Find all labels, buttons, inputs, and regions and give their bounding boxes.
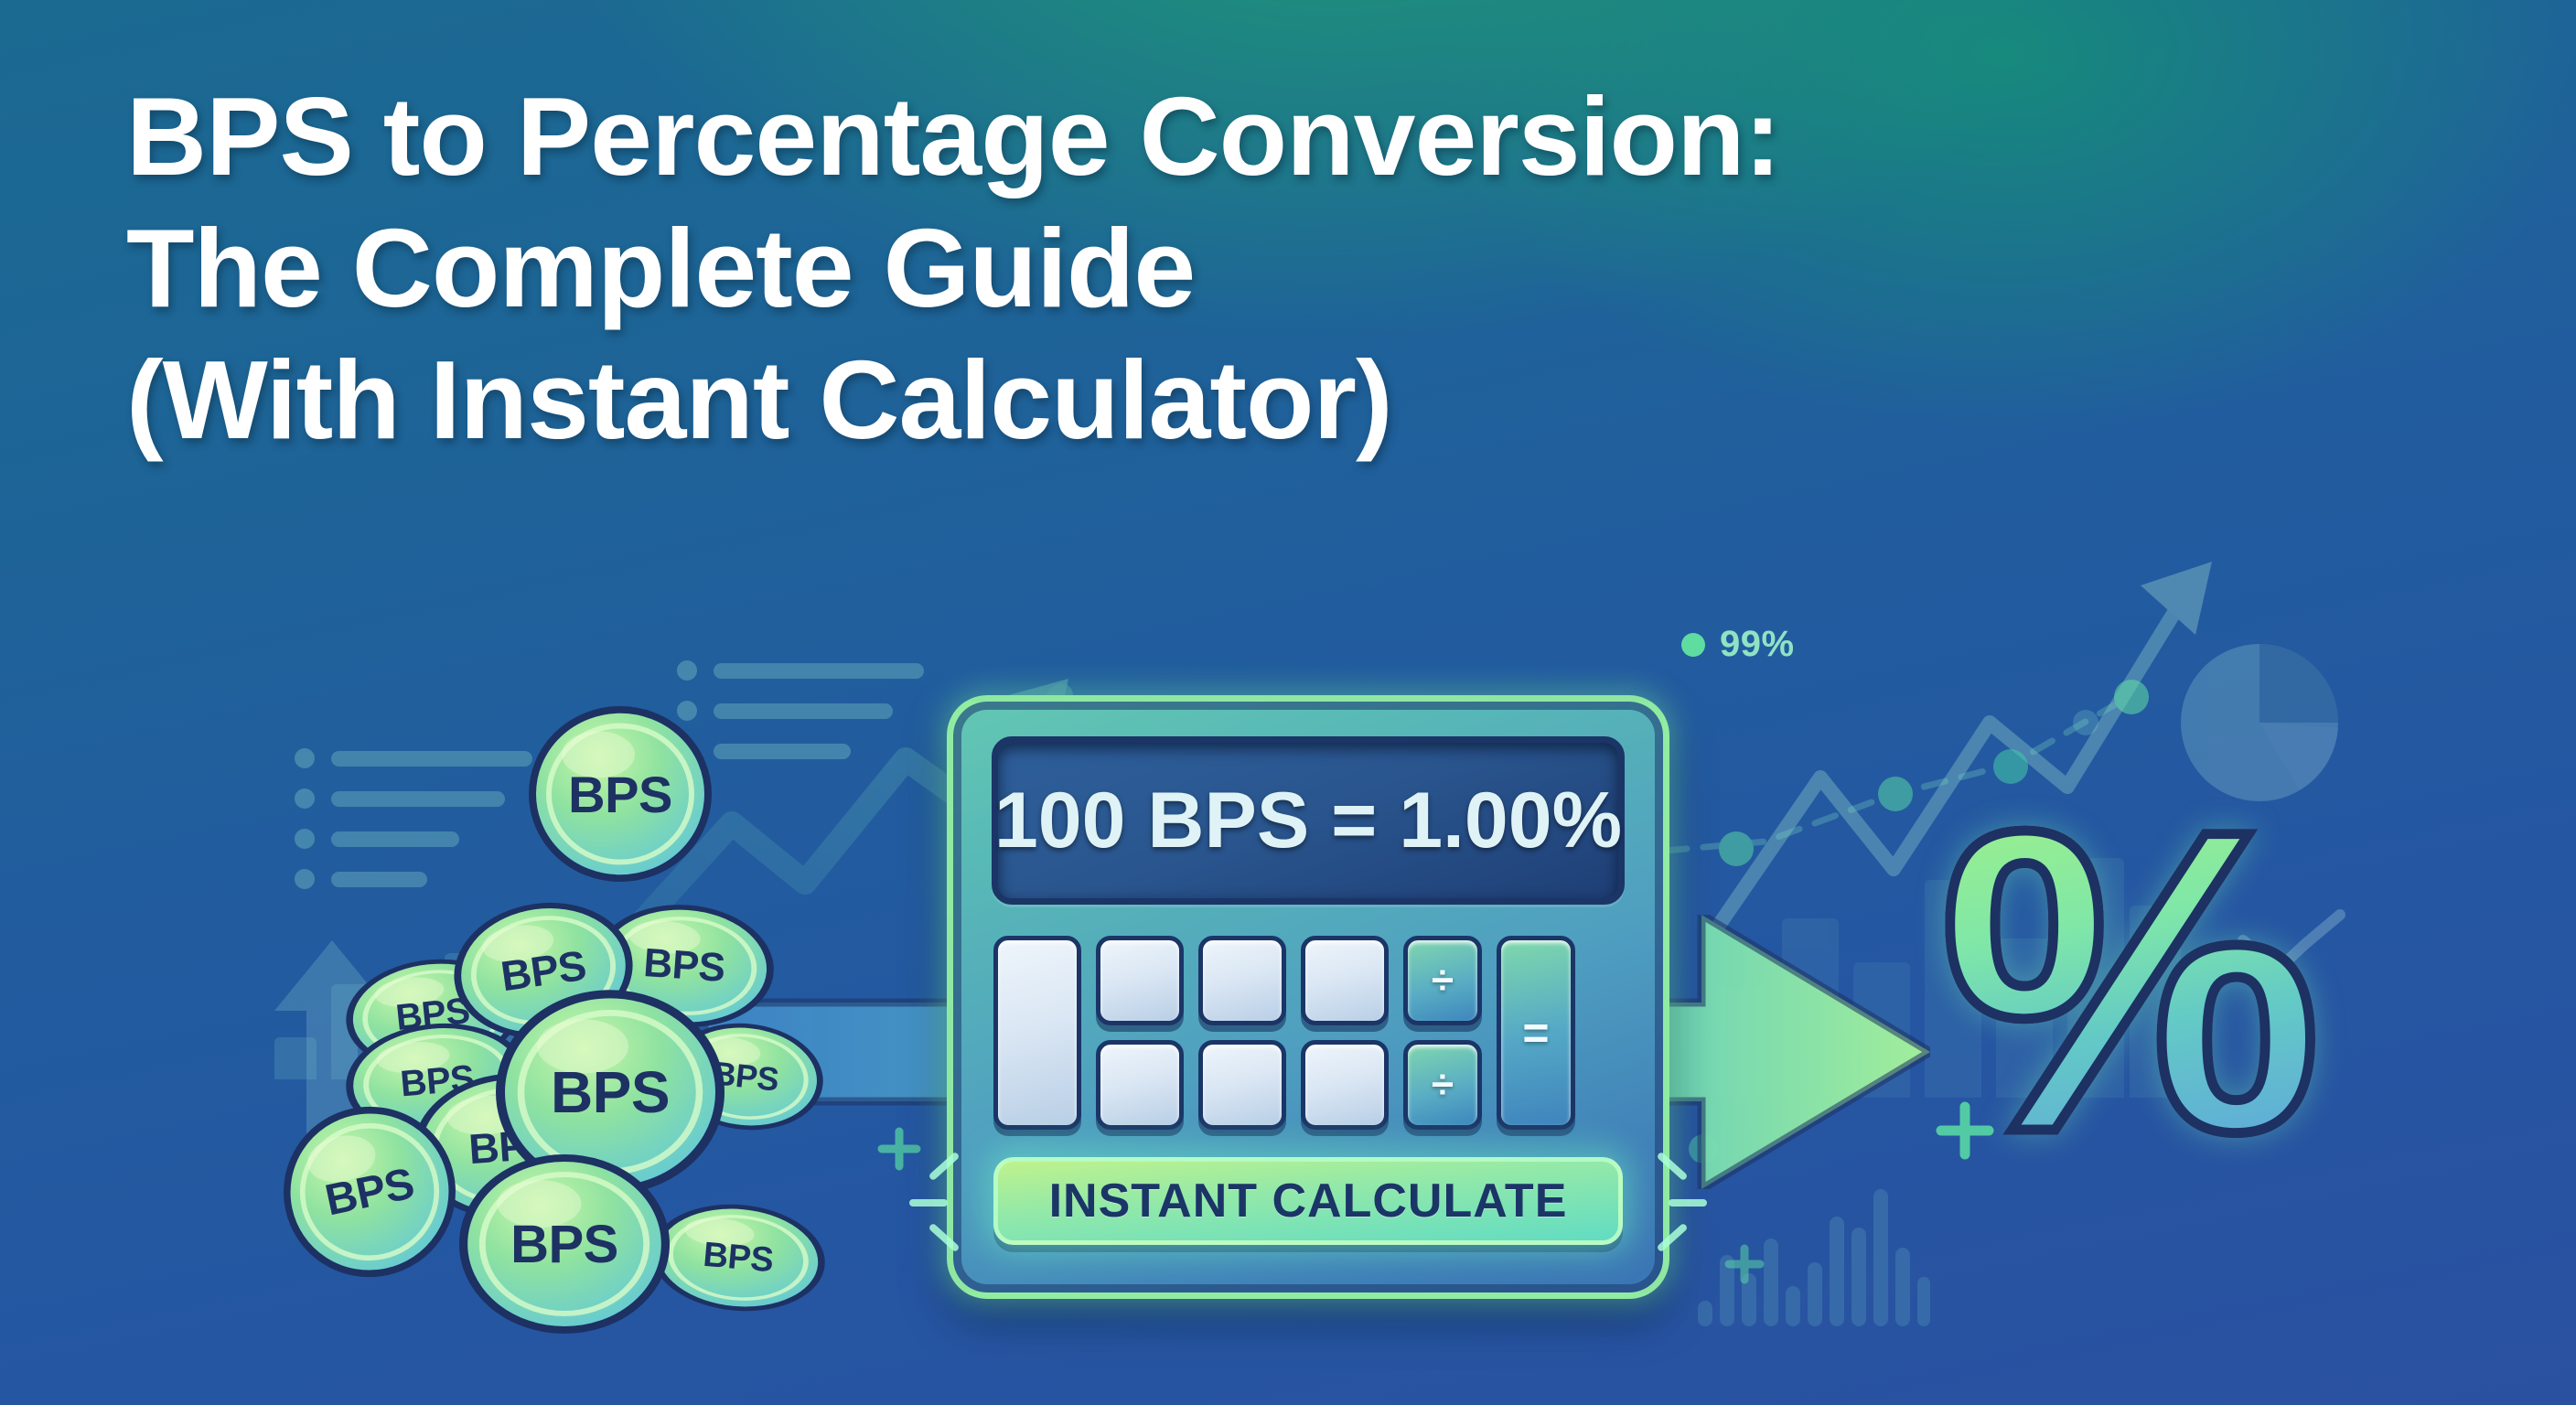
bps-coin-label: BPS [550,1059,671,1125]
bps-coin: BPS [459,1153,670,1335]
title-line-2: The Complete Guide [126,206,1196,330]
keypad-column-operators: ÷ ÷ [1403,936,1482,1130]
keypad-column-equals: = [1497,936,1575,1130]
bps-coin-label: BPS [702,1235,776,1280]
stat-dot-icon [1681,632,1705,657]
divide-key-bottom[interactable]: ÷ [1403,1040,1482,1130]
percent-symbol-graphic: % [1935,741,2327,1221]
blank-key-2[interactable] [1198,936,1286,1025]
glow-ray-icon [1669,1199,1707,1207]
blank-key-4[interactable] [1096,1040,1184,1130]
divide-key-top[interactable]: ÷ [1403,936,1482,1025]
bps-coin-label: BPS [510,1214,618,1274]
page-title: BPS to Percentage Conversion: The Comple… [126,80,2047,476]
bps-coin: BPS [647,1196,830,1319]
glow-ray-icon [1656,1222,1689,1253]
blank-key-1[interactable] [1096,936,1184,1025]
bps-coin: BPS [529,704,712,884]
keypad-column-3 [1301,936,1389,1130]
blank-key-5[interactable] [1198,1040,1286,1130]
stat-label: 99% [1720,624,1795,664]
glow-ray-icon [909,1199,948,1207]
calculator-keypad[interactable]: ÷ ÷ = [993,936,1623,1130]
bps-coin-label: BPS [320,1158,419,1226]
equals-key[interactable]: = [1497,936,1575,1130]
bps-coin-pile: BPS BPS BPS BPS BPS BPS BPS BPS BPS BPS BPS [284,704,860,1334]
title-line-1: BPS to Percentage Conversion: [126,74,1781,198]
bps-coin: BPS [267,1089,471,1295]
calculator-device[interactable]: 100 BPS = 1.00% ÷ ÷ = [909,695,1707,1299]
title-line-3: (With Instant Calculator) [126,338,1393,462]
display-value: 100 BPS = 1.00% [993,776,1623,864]
bps-coin-label: BPS [568,765,672,823]
stat-annotation-99: 99% [1681,624,1795,665]
tall-blank-key[interactable] [993,936,1081,1130]
glow-ray-icon [928,1222,961,1253]
bar-chart-bottom-right [1698,1189,1936,1326]
keypad-column-2 [1198,936,1286,1130]
calculator-display: 100 BPS = 1.00% [992,736,1625,905]
cta-row: INSTANT CALCULATE [909,1151,1707,1253]
blank-key-6[interactable] [1301,1040,1389,1130]
instant-calculate-button[interactable]: INSTANT CALCULATE [993,1157,1623,1245]
blank-key-3[interactable] [1301,936,1389,1025]
keypad-column-1 [1096,936,1184,1130]
keypad-column-tall [993,936,1081,1130]
